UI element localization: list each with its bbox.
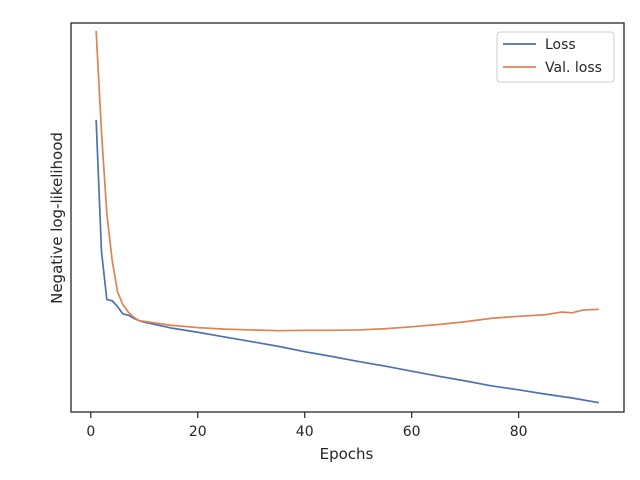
x-tick-label: 20 [189, 424, 207, 440]
x-axis-label: Epochs [320, 445, 374, 463]
x-tick-label: 80 [510, 424, 528, 440]
plot-frame [70, 22, 625, 413]
x-axis-ticks: 0 20 40 60 80 [86, 412, 528, 440]
x-tick-label: 40 [296, 424, 314, 440]
series-line-val-loss [95, 30, 599, 332]
plot-lines [95, 30, 600, 404]
y-axis-label: Negative log-likelihood [48, 132, 66, 304]
x-tick-label: 60 [403, 424, 421, 440]
legend: Loss Val. loss [496, 31, 615, 83]
legend-label-loss: Loss [545, 37, 576, 53]
x-tick-label: 0 [86, 424, 95, 440]
series-line-loss [95, 119, 600, 404]
legend-label-val-loss: Val. loss [545, 60, 602, 76]
